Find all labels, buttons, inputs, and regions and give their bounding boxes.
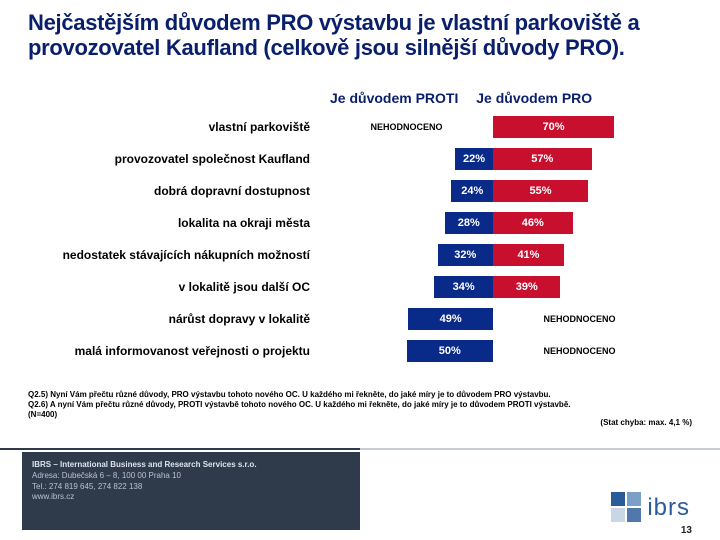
footer-company: IBRS – International Business and Resear… (32, 460, 350, 471)
bar-proti-value: 24% (451, 180, 493, 202)
logo-icon (611, 492, 641, 522)
row-label: provozovatel společnost Kaufland (30, 152, 320, 166)
bar-proti-value: 50% (407, 340, 494, 362)
slide-title: Nejčastějším důvodem PRO výstavbu je vla… (28, 10, 692, 61)
footnote-n: (N=400) (28, 410, 692, 420)
row-bars: 50%NEHODNOCENO (320, 340, 666, 362)
chart-row: v lokalitě jsou další OC34%39% (30, 276, 690, 298)
bar-pro-value: 55% (493, 180, 588, 202)
bar-pro-value: 41% (493, 244, 564, 266)
row-bars: 49%NEHODNOCENO (320, 308, 666, 330)
chart-legend: Je důvodem PROTI Je důvodem PRO (330, 90, 592, 106)
chart-row: vlastní parkovištěNEHODNOCENO70% (30, 116, 690, 138)
bar-proti-not-evaluated: NEHODNOCENO (320, 116, 493, 138)
footnote-q25: Q2.5) Nyní Vám přečtu různé důvody, PRO … (28, 390, 692, 400)
diverging-bar-chart: vlastní parkovištěNEHODNOCENO70%provozov… (30, 116, 690, 372)
bar-proti-value: 34% (434, 276, 493, 298)
logo-text: ibrs (647, 494, 690, 522)
legend-pro: Je důvodem PRO (476, 90, 592, 106)
bar-proti-value: 32% (438, 244, 493, 266)
logo: ibrs (611, 492, 690, 522)
footer: IBRS – International Business and Resear… (0, 448, 720, 540)
bar-proti-value: 28% (445, 212, 493, 234)
footnote-q26: Q2.6) A nyní Vám přečtu různé důvody, PR… (28, 400, 692, 410)
chart-row: provozovatel společnost Kaufland22%57% (30, 148, 690, 170)
chart-row: nedostatek stávajících nákupních možnost… (30, 244, 690, 266)
row-bars: 32%41% (320, 244, 666, 266)
footer-rule (0, 448, 720, 450)
row-bars: 28%46% (320, 212, 666, 234)
bar-pro-value: 70% (493, 116, 614, 138)
chart-row: malá informovanost veřejnosti o projektu… (30, 340, 690, 362)
row-label: malá informovanost veřejnosti o projektu (30, 344, 320, 358)
chart-row: nárůst dopravy v lokalitě49%NEHODNOCENO (30, 308, 690, 330)
footer-web: www.ibrs.cz (32, 492, 350, 503)
chart-row: dobrá dopravní dostupnost24%55% (30, 180, 690, 202)
row-bars: 24%55% (320, 180, 666, 202)
chart-row: lokalita na okraji města28%46% (30, 212, 690, 234)
footer-address: Adresa: Dubečská 6 – 8, 100 00 Praha 10 (32, 471, 350, 482)
row-bars: NEHODNOCENO70% (320, 116, 666, 138)
row-bars: 22%57% (320, 148, 666, 170)
row-label: vlastní parkoviště (30, 120, 320, 134)
bar-pro-value: 57% (493, 148, 592, 170)
footnotes: Q2.5) Nyní Vám přečtu různé důvody, PRO … (28, 390, 692, 420)
row-label: nedostatek stávajících nákupních možnost… (30, 248, 320, 262)
bar-proti-value: 22% (455, 148, 493, 170)
row-label: v lokalitě jsou další OC (30, 280, 320, 294)
bar-proti-value: 49% (408, 308, 493, 330)
legend-proti: Je důvodem PROTI (330, 90, 458, 106)
row-label: dobrá dopravní dostupnost (30, 184, 320, 198)
stat-error: (Stat chyba: max. 4,1 %) (600, 418, 692, 427)
bar-pro-not-evaluated: NEHODNOCENO (493, 340, 666, 362)
page-number: 13 (681, 525, 692, 536)
bar-pro-value: 46% (493, 212, 573, 234)
row-label: nárůst dopravy v lokalitě (30, 312, 320, 326)
row-label: lokalita na okraji města (30, 216, 320, 230)
bar-pro-value: 39% (493, 276, 560, 298)
footer-company-block: IBRS – International Business and Resear… (22, 452, 360, 530)
row-bars: 34%39% (320, 276, 666, 298)
footer-tel: Tel.: 274 819 645, 274 822 138 (32, 482, 350, 493)
bar-pro-not-evaluated: NEHODNOCENO (493, 308, 666, 330)
